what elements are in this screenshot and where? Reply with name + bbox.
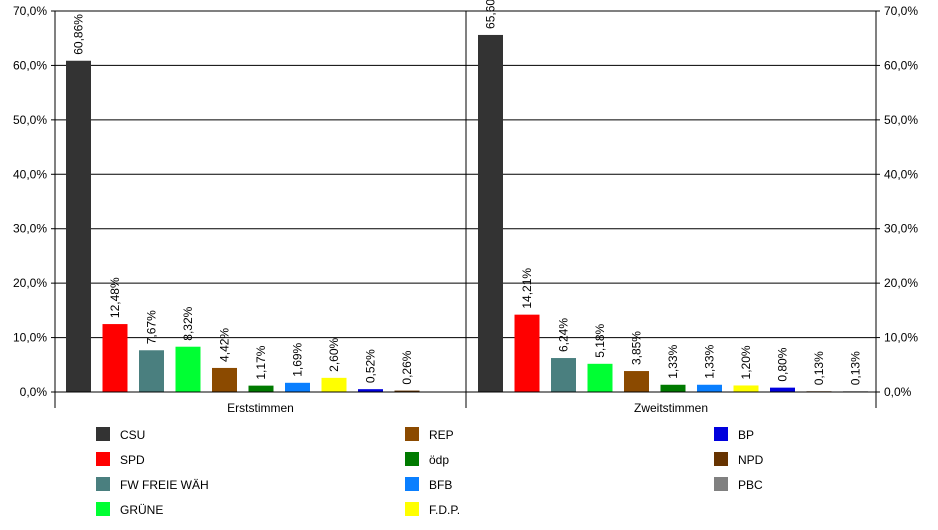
legend-swatch (405, 452, 419, 466)
legend-label: GRÜNE (120, 503, 163, 517)
bar (394, 390, 420, 392)
bar-data-label: 0,52% (364, 349, 378, 383)
legend-swatch (405, 502, 419, 516)
bar-data-label: 5,18% (593, 323, 607, 357)
y-tick-label-right: 60,0% (884, 58, 918, 72)
legend-label: SPD (120, 453, 145, 467)
bar (478, 34, 503, 392)
bars: 60,86% 65,60% 12,48% 14,21% 7,67% 6,24% 8,32% 5… (66, 0, 868, 393)
bar (660, 384, 686, 392)
y-tick-label-left: 20,0% (13, 276, 47, 290)
bar (624, 371, 649, 392)
bar (285, 382, 310, 392)
legend-swatch (714, 427, 728, 441)
y-tick-label-right: 20,0% (884, 276, 918, 290)
bar (587, 363, 613, 392)
bar (733, 385, 759, 392)
y-tick-label-left: 40,0% (13, 167, 47, 181)
y-tick-label-left: 10,0% (13, 331, 47, 345)
y-tick-label-right: 40,0% (884, 167, 918, 181)
bar-data-label: 65,60% (484, 0, 498, 29)
bar (212, 367, 237, 392)
legend-label: REP (429, 428, 454, 442)
y-tick-label-left: 30,0% (13, 222, 47, 236)
bar (248, 385, 274, 392)
y-tick-label-left: 50,0% (13, 113, 47, 127)
legend-swatch (96, 427, 110, 441)
legend-swatch (714, 452, 728, 466)
bar (66, 60, 91, 393)
bar-data-label: 7,67% (145, 310, 159, 344)
legend-label: CSU (120, 428, 145, 442)
bar (770, 387, 795, 392)
y-tick-label-right: 70,0% (884, 4, 918, 18)
legend-label: PBC (738, 478, 763, 492)
bar-data-label: 4,42% (218, 328, 232, 362)
bar-data-label: 1,69% (291, 342, 305, 376)
bar-data-label: 1,33% (666, 344, 680, 378)
y-tick-label-left: 70,0% (13, 4, 47, 18)
bar-data-label: 3,85% (630, 331, 644, 365)
bar (175, 346, 201, 392)
legend-swatch (405, 427, 419, 441)
legend: CSU SPD FW FREIE WÄH GRÜNE REP ödp BFB F.D.P. BP… (96, 427, 764, 517)
bar-data-label: 60,86% (72, 14, 86, 55)
bar-data-label: 1,20% (739, 345, 753, 379)
legend-label: BP (738, 428, 754, 442)
bar-data-label: 0,13% (849, 351, 863, 385)
bar-data-label: 0,80% (776, 347, 790, 381)
y-tick-label-right: 10,0% (884, 331, 918, 345)
y-tick-label-left: 0,0% (20, 385, 48, 399)
legend-swatch (96, 502, 110, 516)
y-tick-label-right: 50,0% (884, 113, 918, 127)
y-tick-label-left: 60,0% (13, 58, 47, 72)
bar (321, 377, 347, 392)
bar-data-label: 0,13% (812, 351, 826, 385)
bar-data-label: 14,21% (520, 268, 534, 309)
legend-label: NPD (738, 453, 764, 467)
legend-label: F.D.P. (429, 503, 460, 517)
bar-data-label: 12,48% (108, 277, 122, 318)
bar (139, 350, 164, 392)
bar-data-label: 0,26% (400, 350, 414, 384)
legend-label: ödp (429, 453, 449, 467)
bar-data-label: 1,33% (703, 344, 717, 378)
y-tick-label-right: 0,0% (884, 385, 912, 399)
bar (551, 358, 576, 392)
bar (358, 389, 383, 392)
legend-swatch (96, 477, 110, 491)
axes: 0,0% 0,0% 10,0% 10,0% 20,0% 20,0% 30,0% 30,0% 40… (13, 4, 918, 415)
y-tick-label-right: 30,0% (884, 222, 918, 236)
bar-data-label: 8,32% (181, 306, 195, 340)
legend-swatch (714, 477, 728, 491)
bar (697, 384, 722, 392)
legend-label: BFB (429, 478, 452, 492)
category-label: Zweitstimmen (634, 401, 708, 415)
bar (102, 324, 128, 392)
bar-data-label: 2,60% (327, 337, 341, 371)
bar (514, 314, 540, 392)
category-label: Erststimmen (227, 401, 294, 415)
legend-label: FW FREIE WÄH (120, 478, 209, 492)
bar-data-label: 1,17% (254, 345, 268, 379)
bar-data-label: 6,24% (557, 318, 571, 352)
legend-swatch (96, 452, 110, 466)
legend-swatch (405, 477, 419, 491)
